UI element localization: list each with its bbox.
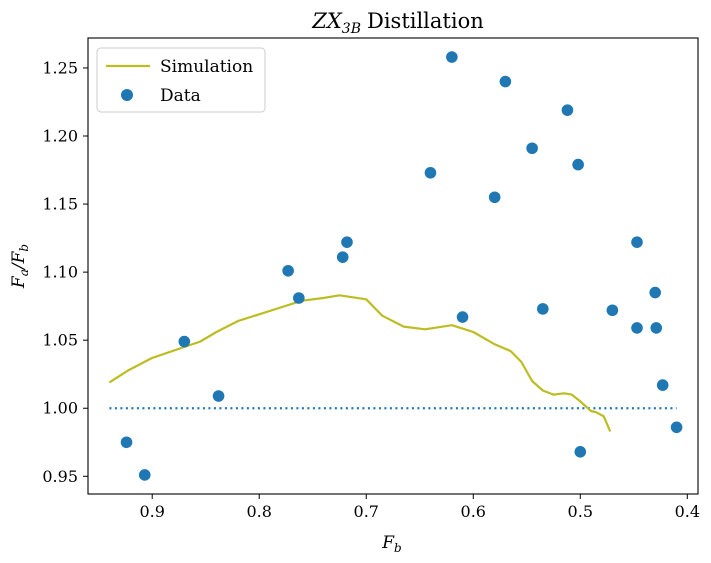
data-point: [178, 335, 191, 348]
data-point: [574, 446, 587, 458]
data-point: [282, 264, 294, 277]
y-tick-label: 0.95: [42, 467, 78, 486]
data-point: [650, 322, 663, 334]
x-tick-label: 0.4: [675, 502, 700, 521]
title-text: Distillation: [367, 9, 484, 33]
data-point: [572, 158, 584, 171]
ylabel-main-b: F: [9, 250, 29, 264]
title-subscript: 3B: [342, 21, 361, 37]
y-axis: 0.95 1.00 1.05 1.10 1.15 1.20 1.25: [42, 58, 88, 486]
ylabel-sub-b: b: [17, 244, 31, 252]
data-point: [656, 379, 669, 391]
title-math: ZX: [311, 9, 343, 33]
data-point: [606, 304, 619, 317]
xlabel-sub: b: [394, 541, 402, 555]
legend: Simulation Data: [96, 47, 266, 113]
y-tick-label: 1.15: [42, 195, 78, 214]
data-point: [293, 292, 305, 304]
simulation-line: [108, 294, 612, 432]
legend-box: [96, 47, 266, 113]
x-tick-label: 0.8: [247, 502, 272, 521]
data-point: [631, 236, 643, 248]
data-point: [499, 75, 512, 88]
axes-frame: [87, 37, 699, 495]
xlabel-main: F: [381, 533, 395, 553]
data-point: [446, 51, 458, 63]
data-point: [649, 286, 661, 299]
data-point: [526, 142, 538, 155]
x-tick-label: 0.7: [354, 502, 379, 521]
data-point: [631, 322, 643, 334]
data-point: [670, 421, 683, 434]
data-point: [120, 436, 133, 449]
data-point: [537, 303, 549, 315]
data-point: [561, 104, 574, 116]
data-point: [212, 390, 225, 402]
data-point: [336, 251, 349, 263]
data-point: [456, 311, 469, 323]
y-tick-label: 1.10: [42, 263, 78, 282]
y-tick-label: 1.05: [42, 331, 78, 350]
x-tick-label: 0.6: [461, 502, 486, 521]
data-point: [488, 191, 501, 204]
legend-simulation-label: Simulation: [160, 57, 253, 77]
ylabel-sub-a: a: [17, 269, 31, 276]
legend-data-label: Data: [160, 86, 201, 106]
legend-data-swatch: [121, 89, 133, 101]
y-tick-label: 1.00: [42, 399, 78, 418]
ylabel-sep: /: [9, 261, 29, 271]
data-point: [424, 166, 437, 179]
plot-area: [108, 51, 683, 481]
x-tick-label: 0.5: [568, 502, 593, 521]
ylabel-main-a: F: [9, 275, 29, 289]
chart-title: ZX3B Distillation: [311, 9, 484, 37]
x-axis: 0.9 0.8 0.7 0.6 0.5 0.4: [139, 494, 700, 521]
x-axis-label: Fb: [381, 533, 401, 555]
data-point: [138, 469, 151, 481]
y-axis-label: Fa/Fb: [9, 244, 31, 289]
data-point: [341, 236, 353, 248]
x-tick-label: 0.9: [139, 502, 164, 521]
y-tick-label: 1.25: [42, 58, 78, 77]
y-tick-label: 1.20: [42, 127, 78, 146]
